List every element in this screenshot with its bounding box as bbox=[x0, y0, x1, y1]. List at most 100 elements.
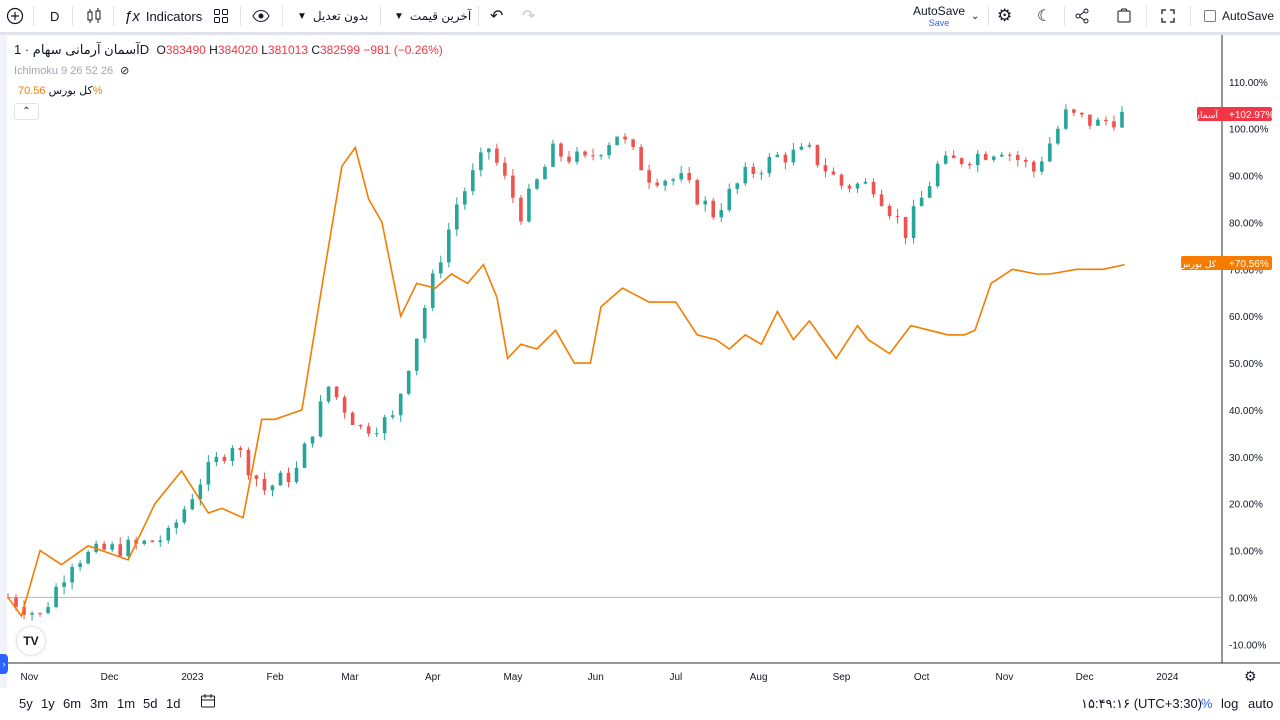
candle-body bbox=[663, 180, 667, 186]
undo-button[interactable]: ↶ bbox=[490, 0, 503, 32]
hidden-eye-icon[interactable]: ⊘ bbox=[120, 65, 130, 77]
range-1m[interactable]: 1m bbox=[117, 696, 136, 711]
candle-body bbox=[1104, 119, 1108, 122]
symbol-title[interactable]: آسمان آرمانی سهام · 1D bbox=[14, 42, 150, 57]
auto-toggle[interactable]: auto bbox=[1248, 696, 1274, 711]
candle-body bbox=[1015, 154, 1020, 160]
price-tick-label: 110.00% bbox=[1229, 78, 1268, 89]
candle-body bbox=[575, 151, 579, 162]
snapshot-button[interactable] bbox=[1116, 0, 1132, 32]
candle-body bbox=[871, 181, 876, 195]
candle-body bbox=[174, 522, 179, 528]
time-tick-label: Nov bbox=[20, 672, 38, 683]
indicator-legend[interactable]: Ichimoku 9 26 52 26 ⊘ bbox=[14, 64, 129, 77]
candle-body bbox=[190, 499, 195, 510]
axis-settings-button[interactable]: ⚙ bbox=[1244, 668, 1257, 685]
candle-body bbox=[855, 183, 860, 189]
range-1d[interactable]: 1d bbox=[166, 696, 181, 711]
candle-body bbox=[775, 154, 780, 157]
candle-body bbox=[454, 204, 459, 230]
checkbox-icon bbox=[1204, 10, 1216, 22]
candle-body bbox=[735, 183, 740, 189]
candles-icon bbox=[87, 8, 101, 23]
indicators-button[interactable]: ƒx Indicators bbox=[124, 0, 202, 32]
range-1y[interactable]: 1y bbox=[41, 696, 55, 711]
candle-body bbox=[887, 205, 892, 217]
autosave-sub-label: Save bbox=[928, 17, 950, 28]
goto-date-button[interactable] bbox=[200, 693, 216, 712]
layouts-button[interactable] bbox=[213, 0, 229, 32]
compare-name: کل بورس bbox=[48, 85, 93, 97]
price-dropdown[interactable]: ▼ آخرین قیمت bbox=[394, 0, 471, 32]
time-tick-label: Feb bbox=[267, 672, 285, 683]
candle-body bbox=[278, 472, 283, 486]
chevron-down-icon: ▼ bbox=[394, 10, 404, 22]
indicators-label: Indicators bbox=[145, 8, 203, 24]
candle-body bbox=[118, 544, 122, 557]
price-tick-label: 0.00% bbox=[1229, 593, 1257, 604]
candle-body bbox=[1048, 143, 1052, 162]
compare-legend[interactable]: کل بورس 70.56% bbox=[14, 84, 102, 97]
tradingview-logo[interactable]: TV bbox=[17, 627, 45, 655]
settings-button[interactable]: ⚙ bbox=[997, 0, 1012, 32]
expand-toolbar-button[interactable]: › bbox=[0, 654, 8, 674]
chevron-down-icon: ▼ bbox=[297, 10, 307, 22]
candle-body bbox=[463, 191, 467, 205]
low-value: 381013 bbox=[267, 43, 308, 57]
candle-body bbox=[631, 139, 635, 148]
theme-button[interactable]: ☾ bbox=[1037, 0, 1051, 32]
autosave-menu-button[interactable]: ⌄ bbox=[971, 0, 979, 32]
range-3m[interactable]: 3m bbox=[90, 696, 109, 711]
autosave-button[interactable]: AutoSave Save bbox=[913, 0, 965, 32]
log-toggle[interactable]: log bbox=[1221, 696, 1239, 711]
plus-circle-icon bbox=[6, 7, 24, 25]
candle-body bbox=[1032, 161, 1036, 172]
chevron-down-icon: ⌄ bbox=[971, 10, 980, 22]
candle-body bbox=[759, 173, 764, 175]
undo-icon: ↶ bbox=[490, 8, 504, 25]
share-button[interactable] bbox=[1074, 0, 1090, 32]
visibility-button[interactable] bbox=[252, 0, 270, 32]
add-symbol-button[interactable] bbox=[6, 0, 24, 32]
interval-button[interactable]: D bbox=[50, 0, 59, 32]
price-tick-label: 40.00% bbox=[1229, 406, 1263, 417]
candle-body bbox=[230, 448, 235, 462]
chart-type-button[interactable] bbox=[86, 0, 102, 32]
collapse-legend-button[interactable]: ⌃ bbox=[14, 103, 39, 120]
clock-label[interactable]: ۱۵:۴۹:۱۶ (UTC+3:30) bbox=[1081, 696, 1202, 711]
candle-body bbox=[679, 173, 683, 180]
autosave-checkbox[interactable]: AutoSave bbox=[1204, 0, 1274, 32]
candle-body bbox=[479, 152, 483, 171]
percent-toggle[interactable]: % bbox=[1201, 696, 1213, 711]
candle-body bbox=[78, 563, 82, 568]
range-5d[interactable]: 5d bbox=[143, 696, 158, 711]
price-tick-label: 90.00% bbox=[1229, 172, 1263, 183]
candle-body bbox=[38, 613, 42, 615]
price-tick-label: 50.00% bbox=[1229, 359, 1263, 370]
candle-body bbox=[102, 543, 106, 550]
high-label: H bbox=[209, 43, 218, 57]
range-6m[interactable]: 6m bbox=[63, 696, 82, 711]
price-tick-label: 80.00% bbox=[1229, 218, 1263, 229]
candle-body bbox=[206, 462, 211, 485]
redo-button[interactable]: ↷ bbox=[522, 0, 535, 32]
candle-body bbox=[615, 136, 619, 146]
candle-body bbox=[262, 478, 267, 491]
price-tick-label: 30.00% bbox=[1229, 453, 1263, 464]
eye-icon bbox=[252, 9, 270, 23]
candle-body bbox=[599, 155, 603, 157]
candle-body bbox=[254, 475, 259, 479]
range-5y[interactable]: 5y bbox=[19, 696, 33, 711]
time-tick-label: Dec bbox=[1076, 672, 1094, 683]
adjust-dropdown[interactable]: ▼ بدون تعدیل bbox=[297, 0, 368, 32]
fullscreen-button[interactable] bbox=[1160, 0, 1176, 32]
candle-body bbox=[895, 216, 900, 218]
time-tick-label: Nov bbox=[996, 672, 1014, 683]
candle-body bbox=[326, 386, 331, 402]
price-tick-label: 60.00% bbox=[1229, 312, 1263, 323]
candle-body bbox=[238, 448, 243, 451]
candle-body bbox=[30, 613, 34, 615]
compare-badge-label: کل بورس bbox=[1180, 260, 1217, 270]
time-tick-label: 2024 bbox=[1156, 672, 1179, 683]
